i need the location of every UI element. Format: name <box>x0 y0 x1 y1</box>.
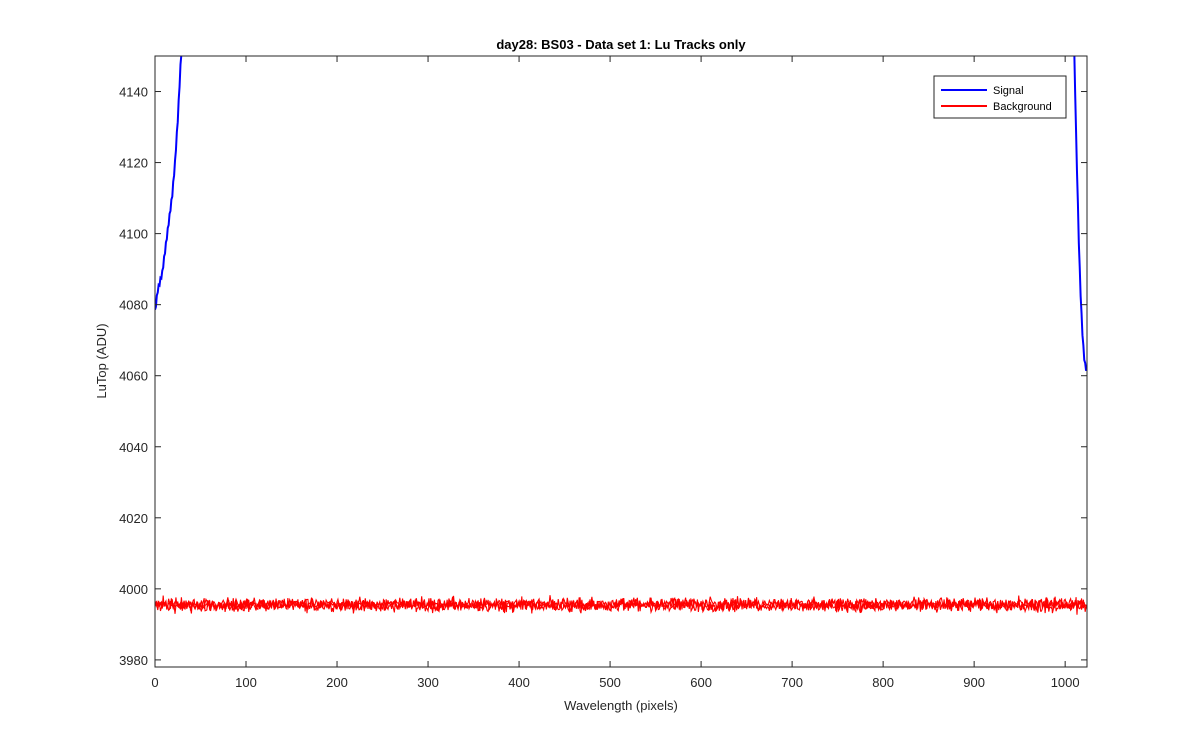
x-tick-label: 500 <box>599 675 621 690</box>
x-tick-label: 800 <box>872 675 894 690</box>
signal-series-line-right <box>1073 56 1087 371</box>
x-tick-label: 400 <box>508 675 530 690</box>
legend-background-label: Background <box>993 101 1052 113</box>
x-tick-label: 600 <box>690 675 712 690</box>
y-tick-label: 4120 <box>119 156 148 171</box>
legend: Signal Background <box>933 75 1067 119</box>
plot-frame <box>154 55 1088 668</box>
x-tick-label: 300 <box>417 675 439 690</box>
plot-series <box>155 56 1087 615</box>
x-tick-label: 200 <box>326 675 348 690</box>
legend-box <box>933 75 1067 119</box>
legend-signal-label: Signal <box>993 85 1024 97</box>
y-tick-label: 4080 <box>119 298 148 313</box>
x-tick-label: 1000 <box>1051 675 1080 690</box>
background-series-line <box>155 595 1087 615</box>
chart-title: day28: BS03 - Data set 1: Lu Tracks only <box>496 37 746 52</box>
y-tick-label: 4060 <box>119 369 148 384</box>
y-tick-label: 4040 <box>119 440 148 455</box>
y-tick-label: 4020 <box>119 511 148 526</box>
y-tick-label: 4140 <box>119 85 148 100</box>
x-axis-ticks: 0 100 200 300 400 500 600 700 800 900 1000 <box>151 56 1080 690</box>
y-tick-label: 3980 <box>119 653 148 668</box>
x-tick-label: 900 <box>963 675 985 690</box>
y-axis-ticks: 3980 4000 4020 4040 4060 4080 4100 4120 4140 <box>119 85 1087 668</box>
y-axis-label: LuTop (ADU) <box>94 323 109 398</box>
x-tick-label: 700 <box>781 675 803 690</box>
x-tick-label: 0 <box>151 675 158 690</box>
y-tick-label: 4000 <box>119 582 148 597</box>
x-axis-label: Wavelength (pixels) <box>564 698 678 713</box>
x-tick-label: 100 <box>235 675 257 690</box>
signal-series-line-left <box>155 56 183 310</box>
y-tick-label: 4100 <box>119 227 148 242</box>
